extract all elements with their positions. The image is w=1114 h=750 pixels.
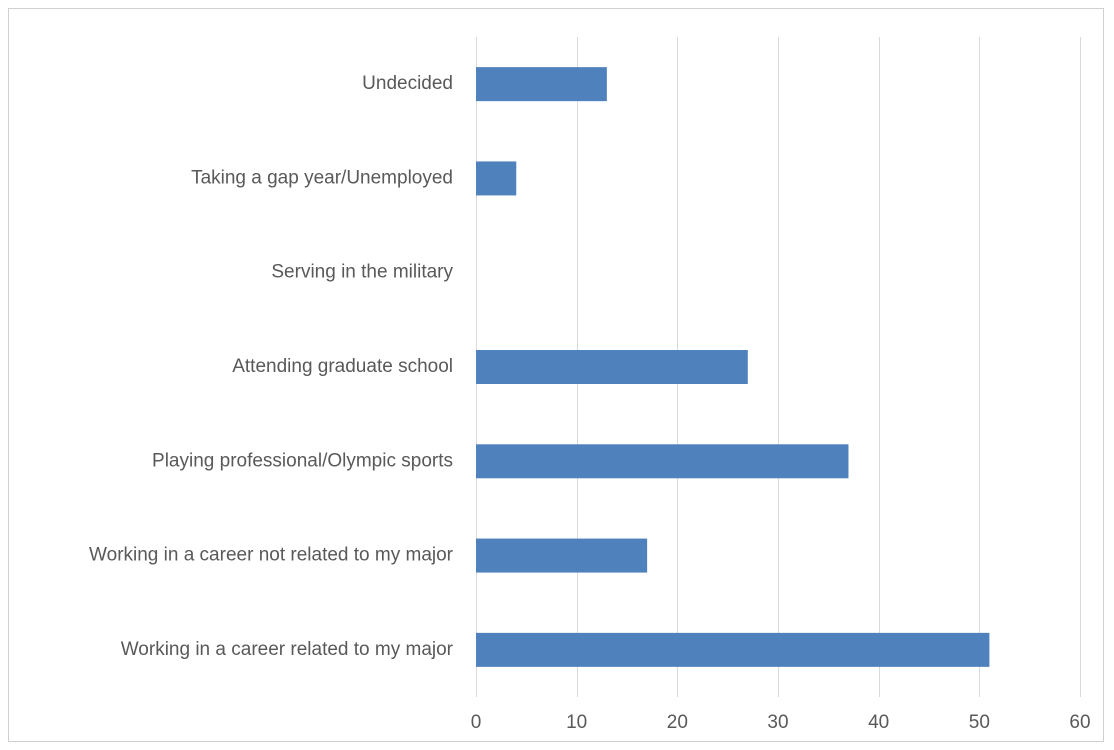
x-tick-label: 40 — [868, 712, 889, 733]
bar-0 — [476, 67, 607, 102]
category-labels: Undecided Taking a gap year/Unemployed Ser… — [89, 73, 454, 660]
category-label: Serving in the military — [271, 262, 453, 283]
x-axis-tick-labels: 0 10 20 30 40 50 60 — [471, 712, 1091, 733]
bar-3 — [476, 350, 748, 384]
bar-layer — [476, 67, 990, 667]
x-tick-label: 30 — [767, 712, 788, 733]
bar-1 — [476, 161, 517, 196]
category-label: Taking a gap year/Unemployed — [191, 167, 453, 188]
category-label: Working in a career related to my major — [121, 639, 454, 660]
category-label: Undecided — [362, 73, 453, 94]
category-label: Playing professional/Olympic sports — [152, 450, 453, 471]
x-tick-label: 60 — [1069, 712, 1090, 733]
bar-5 — [476, 538, 648, 573]
bar-6 — [476, 632, 990, 667]
x-tick-label: 20 — [667, 712, 688, 733]
bar-4 — [476, 444, 849, 479]
grid-layer — [476, 37, 1081, 697]
x-tick-label: 0 — [471, 712, 482, 733]
x-tick-label: 50 — [969, 712, 990, 733]
category-label: Working in a career not related to my ma… — [89, 545, 454, 566]
category-label: Attending graduate school — [232, 356, 453, 377]
x-tick-label: 10 — [566, 712, 587, 733]
